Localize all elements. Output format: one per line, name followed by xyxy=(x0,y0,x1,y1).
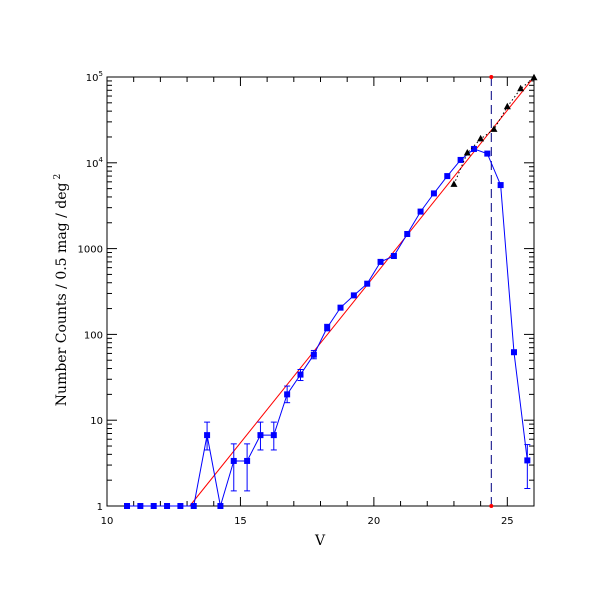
blue-data-point xyxy=(337,304,344,311)
blue-data-point xyxy=(297,371,304,378)
y-tick-label-exponent: 5 xyxy=(99,70,103,78)
black-data-point xyxy=(490,125,498,132)
blue-data-point xyxy=(350,292,357,299)
completeness-limit-group xyxy=(489,75,494,508)
blue-data-point xyxy=(230,457,237,464)
y-tick-label: 1 xyxy=(97,502,103,513)
blue-data-point xyxy=(364,280,371,287)
y-tick-label-base: 10 xyxy=(86,73,99,84)
black-data-point xyxy=(503,102,511,110)
y-tick-label: 10 xyxy=(90,416,103,427)
black-data-point xyxy=(477,134,485,142)
y-axis-title: Number Counts / 0.5 mag / deg 2 xyxy=(53,174,70,406)
blue-data-point xyxy=(404,230,411,237)
x-tick-label: 25 xyxy=(501,516,514,527)
x-axis-title: V xyxy=(314,533,326,549)
blue-data-point xyxy=(204,432,211,439)
y-tick-label-exponent: 4 xyxy=(99,156,104,164)
blue-data-point xyxy=(257,432,264,439)
blue-data-point xyxy=(324,324,331,331)
blue-data-point xyxy=(484,150,491,157)
blue-data-point xyxy=(524,457,531,464)
blue-data-point xyxy=(164,503,171,509)
y-axis-title-text: Number Counts / 0.5 mag / deg xyxy=(54,183,70,407)
y-axis-title-superscript: 2 xyxy=(53,174,63,180)
blue-data-point xyxy=(510,349,517,356)
x-tick-labels: 10 15 20 25 xyxy=(101,516,514,527)
blue-data-point xyxy=(190,503,197,509)
data-series-group xyxy=(124,73,538,509)
blue-data-point xyxy=(497,182,504,189)
black-data-point xyxy=(463,149,471,156)
x-tick-label: 20 xyxy=(368,516,381,527)
x-tick-label: 15 xyxy=(234,516,247,527)
blue-data-point xyxy=(124,503,131,509)
y-tick-label: 1000 xyxy=(78,245,103,256)
blue-data-point xyxy=(444,173,451,180)
blue-data-point xyxy=(284,391,291,398)
completeness-limit-top-marker xyxy=(489,75,494,79)
plot-frame xyxy=(106,76,535,507)
blue-data-point xyxy=(310,351,317,358)
y-tick-label: 105 xyxy=(86,70,103,84)
y-tick-label-base: 10 xyxy=(86,159,99,170)
black-data-point xyxy=(530,73,538,81)
blue-data-point xyxy=(137,503,144,509)
black-data-point xyxy=(450,180,458,187)
blue-data-point xyxy=(270,432,277,439)
blue-data-point xyxy=(417,208,424,215)
y-tick-label: 100 xyxy=(84,330,103,341)
blue-data-point xyxy=(377,258,384,265)
axis-ticks xyxy=(106,76,535,507)
completeness-limit-bottom-marker xyxy=(489,504,494,508)
black-data-point xyxy=(517,84,525,92)
blue-data-point xyxy=(244,457,251,464)
blue-data-point xyxy=(177,503,184,509)
x-tick-label: 10 xyxy=(101,516,114,527)
blue-data-point xyxy=(457,156,464,163)
blue-data-point xyxy=(390,252,397,259)
blue-data-point xyxy=(150,503,157,509)
blue-data-point xyxy=(217,503,224,509)
blue-data-point xyxy=(470,145,477,152)
y-tick-label: 104 xyxy=(86,156,104,170)
blue-data-point xyxy=(430,190,437,197)
